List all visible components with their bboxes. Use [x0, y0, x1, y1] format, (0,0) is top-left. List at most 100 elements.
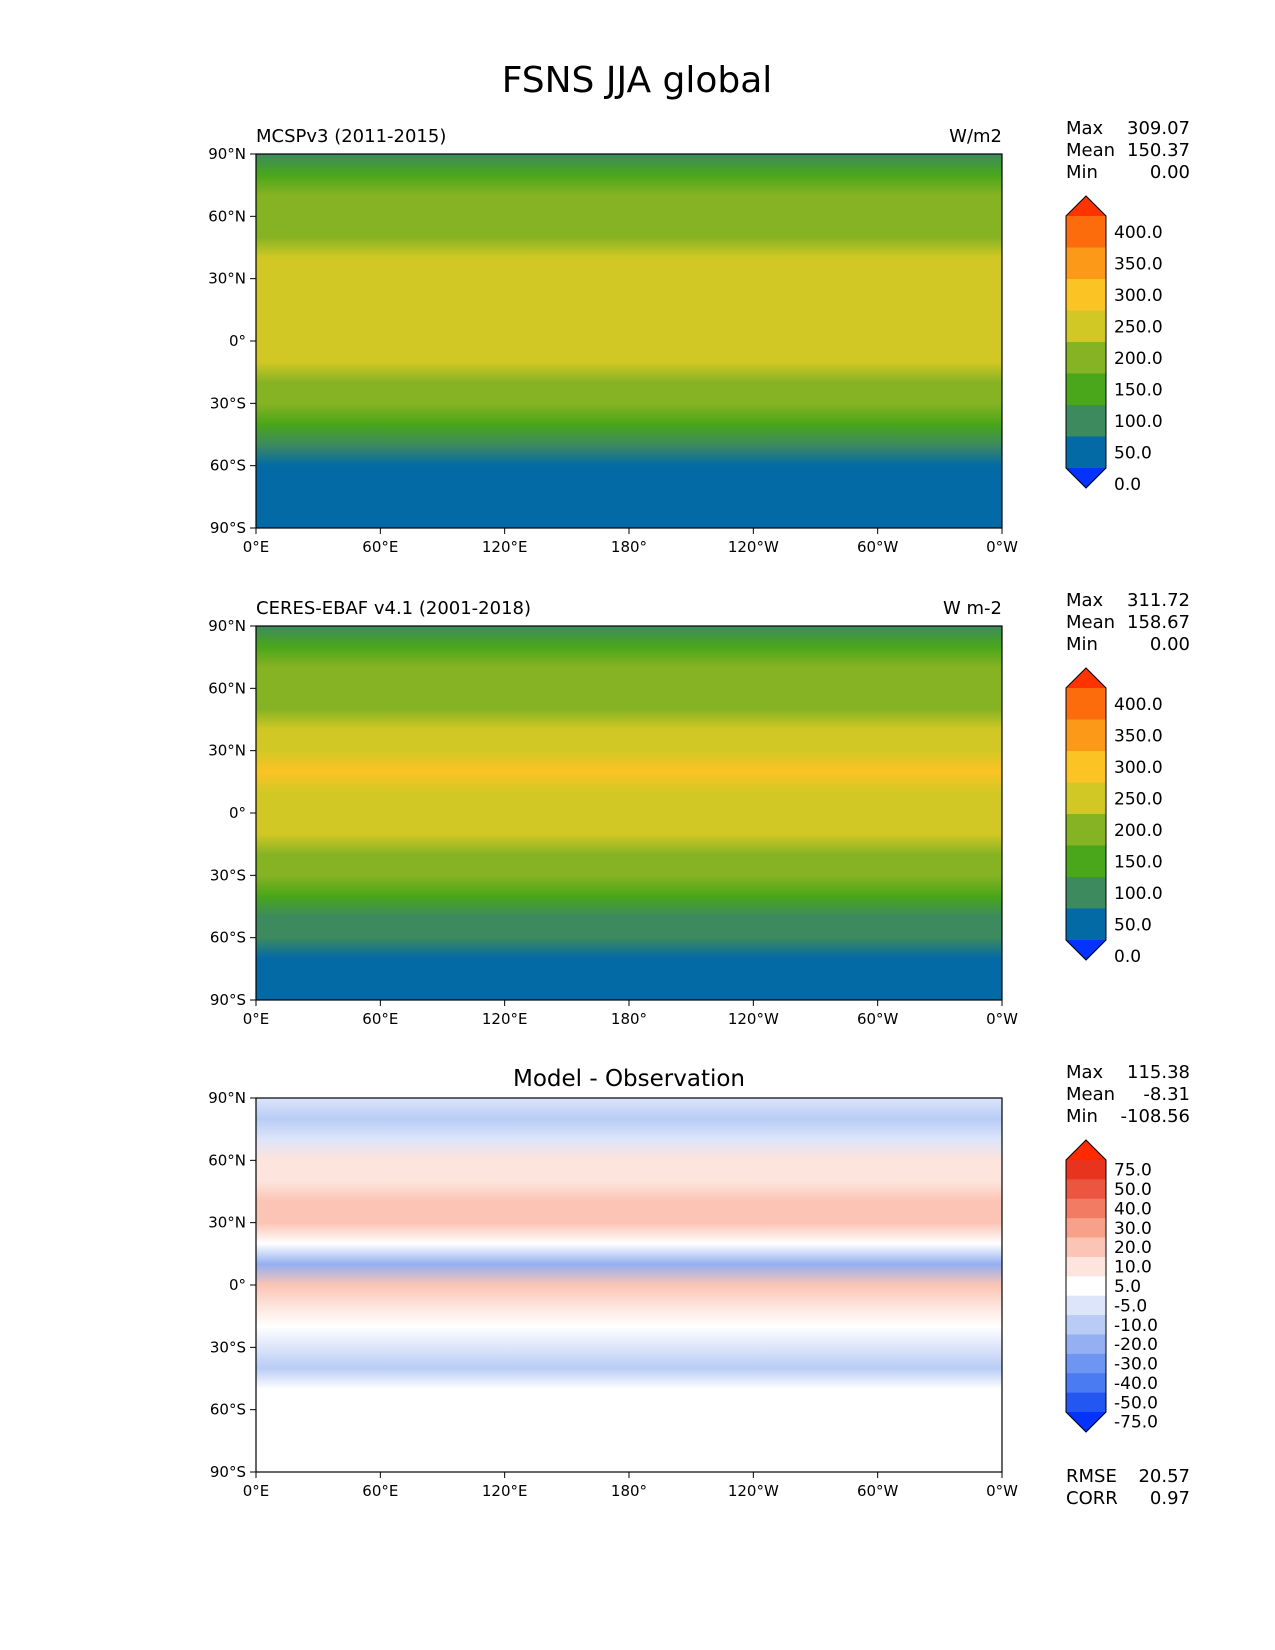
- colorbar-tick-label: 150.0: [1114, 852, 1163, 872]
- colorbar-segment: [1066, 1334, 1106, 1355]
- x-tick-label: 60°E: [362, 1482, 398, 1500]
- colorbar-tick-label: 50.0: [1114, 443, 1152, 463]
- colorbar-outline: [1065, 195, 1107, 489]
- stat-value: 115.38: [1127, 1062, 1190, 1083]
- colorbar-tick-label: -20.0: [1114, 1335, 1158, 1355]
- colorbar-outline: [1065, 667, 1107, 961]
- colorbar-tick-label: -30.0: [1114, 1355, 1158, 1375]
- footer-stat-label: RMSE: [1066, 1466, 1117, 1487]
- colorbar-tick-label: 200.0: [1114, 821, 1163, 841]
- colorbar-segment: [1066, 782, 1106, 815]
- x-tick-label: 180°: [611, 538, 647, 556]
- colorbar-extend-min: [1066, 1412, 1106, 1432]
- colorbar-segment: [1066, 342, 1106, 375]
- x-tick-label: 120°W: [728, 538, 779, 556]
- y-tick-label: 30°S: [210, 866, 246, 884]
- colorbar-tick-label: 5.0: [1114, 1277, 1141, 1297]
- colorbar-tick-label: 30.0: [1114, 1219, 1152, 1239]
- stat-value: 311.72: [1127, 590, 1190, 611]
- colorbar-segment: [1066, 405, 1106, 438]
- panel-title-right: W/m2: [949, 126, 1002, 147]
- colorbar-tick-label: 0.0: [1114, 475, 1141, 495]
- colorbar-tick-label: -75.0: [1114, 1413, 1158, 1433]
- x-tick-label: 60°E: [362, 538, 398, 556]
- colorbar-tick-label: 50.0: [1114, 1180, 1152, 1200]
- colorbar-segment: [1066, 373, 1106, 406]
- panel-title-left: MCSPv3 (2011-2015): [256, 126, 446, 147]
- colorbar-extend-max: [1066, 196, 1106, 216]
- colorbar-segment: [1066, 1315, 1106, 1336]
- colorbar-tick-label: -10.0: [1114, 1316, 1158, 1336]
- colorbar-segment: [1066, 1276, 1106, 1297]
- stat-label: Mean: [1066, 140, 1115, 161]
- colorbar-segment: [1066, 216, 1106, 249]
- x-tick-label: 0°E: [243, 1010, 270, 1028]
- panel-title-right: W m-2: [943, 598, 1002, 619]
- colorbar-segment: [1066, 247, 1106, 280]
- figure-title: FSNS JJA global: [502, 60, 773, 101]
- colorbar-tick-label: -40.0: [1114, 1374, 1158, 1394]
- colorbar-segment: [1066, 1237, 1106, 1258]
- x-tick-label: 120°W: [728, 1482, 779, 1500]
- colorbar-tick-label: 40.0: [1114, 1199, 1152, 1219]
- map-field: [256, 626, 1002, 1000]
- stat-label: Mean: [1066, 612, 1115, 633]
- panel-3: 0°E 60°E 120°E 180° 120°W 60°W 0°W 90°N 60°N 30°N…: [208, 1062, 1190, 1509]
- panel-2: 0°E 60°E 120°E 180° 120°W 60°W 0°W 90°N 60°N 30°N…: [208, 590, 1190, 1028]
- colorbar-segment: [1066, 1256, 1106, 1277]
- x-tick-label: 0°E: [243, 538, 270, 556]
- stat-label: Min: [1066, 634, 1098, 655]
- colorbar-segment: [1066, 436, 1106, 469]
- y-tick-label: 60°S: [210, 929, 246, 947]
- stat-label: Max: [1066, 1062, 1104, 1083]
- stat-label: Min: [1066, 1106, 1098, 1127]
- x-tick-label: 120°E: [482, 538, 528, 556]
- colorbar-segment: [1066, 814, 1106, 847]
- stat-label: Mean: [1066, 1084, 1115, 1105]
- y-tick-label: 30°S: [210, 394, 246, 412]
- colorbar: 400.0 350.0 300.0 250.0 200.0 150.0 100.0 50.0 0…: [1065, 195, 1163, 495]
- colorbar-tick-label: 400.0: [1114, 695, 1163, 715]
- y-tick-label: 0°: [229, 332, 246, 350]
- panels: 0°E 60°E 120°E 180° 120°W 60°W 0°W 90°N 60°N 30°N…: [208, 118, 1190, 1509]
- colorbar-tick-label: 100.0: [1114, 412, 1163, 432]
- colorbar-tick-label: 350.0: [1114, 254, 1163, 274]
- colorbar-segment: [1066, 1295, 1106, 1316]
- y-tick-label: 60°S: [210, 1401, 246, 1419]
- map-field: [256, 154, 1002, 528]
- colorbar-segment: [1066, 1218, 1106, 1239]
- stat-value: 158.67: [1127, 612, 1190, 633]
- colorbar-segment: [1066, 1353, 1106, 1374]
- colorbar-segment: [1066, 310, 1106, 343]
- x-tick-label: 180°: [611, 1010, 647, 1028]
- x-tick-label: 180°: [611, 1482, 647, 1500]
- y-tick-label: 30°S: [210, 1338, 246, 1356]
- y-tick-label: 60°N: [208, 679, 246, 697]
- colorbar-segment: [1066, 1179, 1106, 1200]
- y-tick-label: 60°S: [210, 457, 246, 475]
- x-tick-label: 120°E: [482, 1482, 528, 1500]
- colorbar: 400.0 350.0 300.0 250.0 200.0 150.0 100.0 50.0 0…: [1065, 667, 1163, 967]
- stat-value: 150.37: [1127, 140, 1190, 161]
- colorbar-extend-max: [1066, 1140, 1106, 1160]
- y-tick-label: 90°S: [210, 991, 246, 1009]
- map-field: [256, 1098, 1002, 1472]
- colorbar-tick-label: 50.0: [1114, 915, 1152, 935]
- y-tick-label: 90°N: [208, 145, 246, 163]
- colorbar-segment: [1066, 279, 1106, 312]
- x-tick-label: 60°W: [857, 1482, 899, 1500]
- colorbar-tick-label: 400.0: [1114, 223, 1163, 243]
- colorbar-segment: [1066, 908, 1106, 941]
- colorbar-outline: [1065, 1139, 1107, 1433]
- stat-value: 0.00: [1150, 162, 1190, 183]
- y-tick-label: 90°N: [208, 617, 246, 635]
- panel-title-center: Model - Observation: [513, 1066, 745, 1092]
- colorbar-tick-label: 300.0: [1114, 758, 1163, 778]
- colorbar-tick-label: 10.0: [1114, 1258, 1152, 1278]
- x-tick-label: 0°W: [986, 1482, 1018, 1500]
- colorbar-tick-label: -5.0: [1114, 1296, 1147, 1316]
- y-tick-label: 30°N: [208, 742, 246, 760]
- colorbar-tick-label: -50.0: [1114, 1393, 1158, 1413]
- panel-title-left: CERES-EBAF v4.1 (2001-2018): [256, 598, 531, 619]
